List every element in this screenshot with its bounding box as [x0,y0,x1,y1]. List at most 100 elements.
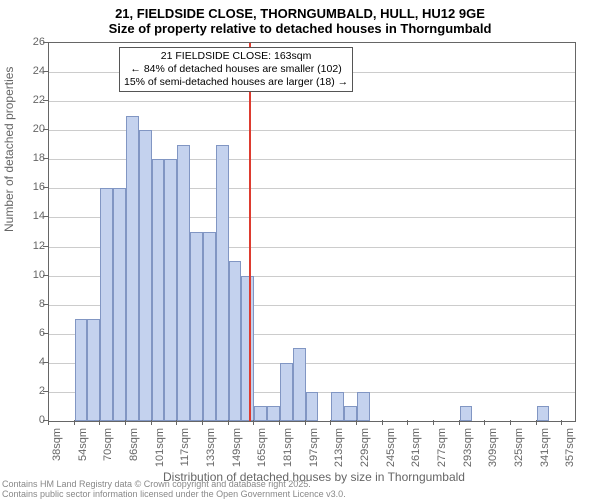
x-tick-mark [330,420,331,425]
x-tick-label: 309sqm [487,428,499,478]
marker-line [249,43,251,421]
y-tick-mark [43,333,48,334]
x-tick-label: 70sqm [102,428,114,478]
histogram-bar [87,319,100,421]
x-tick-label: 357sqm [564,428,576,478]
y-tick-mark [43,158,48,159]
x-tick-label: 341sqm [539,428,551,478]
chart-container: 21, FIELDSIDE CLOSE, THORNGUMBALD, HULL,… [0,0,600,500]
y-tick-mark [43,71,48,72]
histogram-bar [460,406,473,421]
x-tick-mark [433,420,434,425]
y-tick-mark [43,362,48,363]
x-tick-label: 293sqm [462,428,474,478]
histogram-bar [203,232,216,421]
y-tick-label: 16 [15,181,45,193]
x-tick-mark [202,420,203,425]
y-tick-label: 22 [15,94,45,106]
y-tick-label: 2 [15,385,45,397]
histogram-bar [126,116,139,421]
gridline [49,101,575,102]
histogram-bar [537,406,550,421]
x-tick-mark [176,420,177,425]
histogram-bar [331,392,344,421]
y-axis-label: Number of detached properties [2,67,16,232]
histogram-bar [267,406,280,421]
y-tick-mark [43,42,48,43]
x-tick-mark [356,420,357,425]
histogram-bar [357,392,370,421]
x-tick-label: 149sqm [231,428,243,478]
y-tick-mark [43,304,48,305]
x-tick-label: 229sqm [359,428,371,478]
histogram-bar [164,159,177,421]
y-tick-mark [43,100,48,101]
x-tick-label: 133sqm [205,428,217,478]
x-tick-label: 101sqm [154,428,166,478]
x-tick-mark [407,420,408,425]
x-tick-mark [459,420,460,425]
y-tick-label: 6 [15,327,45,339]
annotation-line-3: 15% of semi-detached houses are larger (… [124,76,348,89]
y-tick-label: 10 [15,269,45,281]
x-tick-mark [253,420,254,425]
y-tick-label: 0 [15,414,45,426]
chart-title-address: 21, FIELDSIDE CLOSE, THORNGUMBALD, HULL,… [0,0,600,21]
x-tick-mark [510,420,511,425]
y-tick-mark [43,129,48,130]
histogram-bar [113,188,126,421]
y-tick-mark [43,187,48,188]
y-tick-label: 18 [15,152,45,164]
histogram-bar [229,261,242,421]
x-tick-label: 325sqm [513,428,525,478]
y-tick-label: 4 [15,356,45,368]
y-tick-mark [43,391,48,392]
footer-credits: Contains HM Land Registry data © Crown c… [2,480,346,500]
histogram-bar [100,188,113,421]
histogram-bar [254,406,267,421]
x-tick-mark [382,420,383,425]
histogram-bar [306,392,319,421]
histogram-bar [177,145,190,421]
y-tick-label: 26 [15,36,45,48]
histogram-bar [139,130,152,421]
y-tick-label: 12 [15,240,45,252]
x-tick-label: 197sqm [308,428,320,478]
histogram-bar [216,145,229,421]
x-tick-label: 165sqm [256,428,268,478]
x-tick-label: 181sqm [282,428,294,478]
histogram-bar [190,232,203,421]
x-tick-label: 213sqm [333,428,345,478]
x-tick-mark [125,420,126,425]
footer-line-2: Contains public sector information licen… [2,490,346,500]
y-tick-label: 14 [15,210,45,222]
chart-title-sub: Size of property relative to detached ho… [0,21,600,40]
histogram-bar [241,276,254,421]
histogram-bar [280,363,293,421]
histogram-bar [152,159,165,421]
annotation-line-2: ← 84% of detached houses are smaller (10… [124,63,348,76]
annotation-line-1: 21 FIELDSIDE CLOSE: 163sqm [124,50,348,63]
x-tick-mark [279,420,280,425]
plot-area: 21 FIELDSIDE CLOSE: 163sqm ← 84% of deta… [48,42,576,422]
x-tick-label: 86sqm [128,428,140,478]
x-tick-mark [484,420,485,425]
x-tick-mark [99,420,100,425]
x-tick-label: 245sqm [385,428,397,478]
x-tick-mark [228,420,229,425]
x-tick-label: 117sqm [179,428,191,478]
y-tick-mark [43,246,48,247]
x-tick-mark [48,420,49,425]
x-tick-mark [536,420,537,425]
x-tick-mark [561,420,562,425]
x-tick-label: 54sqm [77,428,89,478]
y-tick-mark [43,275,48,276]
x-tick-mark [305,420,306,425]
x-tick-mark [74,420,75,425]
x-tick-label: 38sqm [51,428,63,478]
x-tick-mark [151,420,152,425]
x-tick-label: 261sqm [410,428,422,478]
y-tick-mark [43,216,48,217]
x-tick-label: 277sqm [436,428,448,478]
histogram-bar [293,348,306,421]
